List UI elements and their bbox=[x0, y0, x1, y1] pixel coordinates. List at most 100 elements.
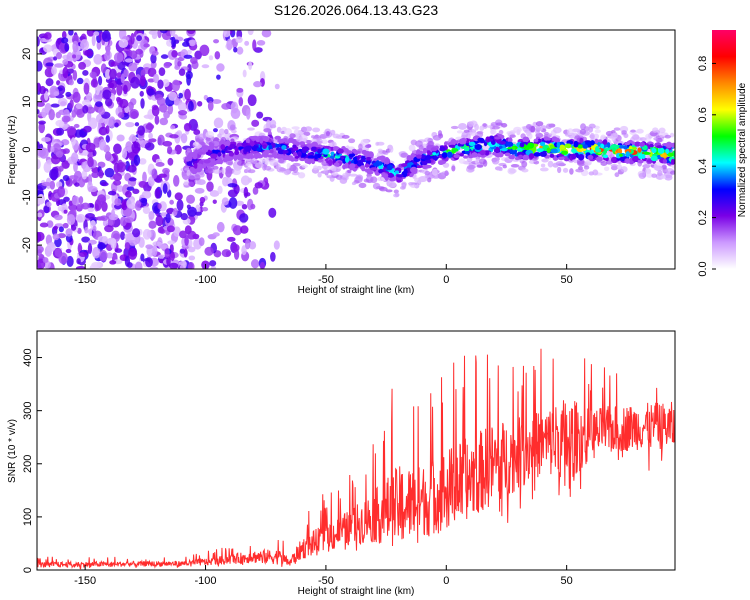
spectrogram-noise-blob bbox=[58, 165, 64, 172]
spectrogram-halo-blob bbox=[432, 134, 442, 141]
spectrogram-halo-blob bbox=[291, 171, 300, 176]
spectrogram-noise-blob bbox=[46, 220, 54, 228]
spectrogram-noise-blob bbox=[116, 96, 121, 102]
spectrogram-ridge-blob bbox=[643, 151, 651, 155]
spectrogram-noise-blob bbox=[93, 54, 103, 65]
spectrogram-ridge-blob bbox=[322, 148, 330, 155]
spectrogram-ridge-blob bbox=[344, 162, 349, 169]
spectrogram-halo-blob bbox=[254, 162, 264, 169]
spectrogram-noise-blob bbox=[74, 182, 80, 187]
spectrogram-noise-blob bbox=[71, 109, 77, 118]
spectrogram-noise-blob bbox=[126, 198, 136, 209]
spectrogram-noise-blob bbox=[135, 200, 142, 208]
spectrogram-ridge-blob bbox=[193, 162, 198, 169]
spectrogram-halo-blob bbox=[230, 129, 237, 134]
spectrogram-ridge-blob bbox=[384, 158, 390, 165]
spectrogram-noise-blob bbox=[147, 78, 155, 83]
spectrogram-noise-blob bbox=[143, 43, 150, 48]
spectrogram-noise-blob bbox=[129, 109, 139, 120]
spectrogram-noise-blob bbox=[168, 91, 178, 101]
spectrogram-noise-blob bbox=[128, 62, 138, 72]
spectrogram-noise-blob bbox=[149, 266, 159, 269]
spectrogram-ridge-blob bbox=[657, 147, 665, 154]
spectrogram-halo-blob bbox=[513, 126, 522, 133]
spectrogram-noise-blob bbox=[46, 201, 52, 207]
spectrogram-ridge-blob bbox=[282, 150, 289, 154]
spectrogram-halo-blob bbox=[575, 168, 584, 173]
spectrogram-halo-blob bbox=[547, 133, 553, 138]
colorbar-gradient bbox=[712, 30, 736, 269]
spectrogram-noise-blob bbox=[145, 244, 154, 250]
spectrogram-halo-blob bbox=[317, 171, 322, 178]
snr-y-tick-label: 100 bbox=[22, 508, 34, 526]
spectrogram-noise-blob bbox=[124, 233, 134, 241]
spectrogram-ridge-blob bbox=[439, 160, 446, 165]
spectrogram-ridge-blob bbox=[292, 144, 297, 149]
spectrogram-ridge-blob bbox=[522, 136, 530, 143]
spectrogram-halo-blob bbox=[571, 132, 578, 136]
spectrogram-ridge-blob bbox=[571, 148, 577, 154]
spectrogram-noise-blob bbox=[241, 245, 247, 256]
spectrogram-ridge-blob bbox=[348, 163, 356, 169]
spectrogram-noise-blob bbox=[235, 36, 243, 44]
spectrogram-noise-blob bbox=[247, 30, 254, 36]
spectrogram-ridge-blob bbox=[281, 145, 287, 150]
spectrogram-ridge-blob bbox=[259, 137, 264, 144]
spectrogram-noise-blob bbox=[91, 34, 96, 47]
spectrogram-ridge-blob bbox=[421, 161, 428, 166]
spectrogram-noise-blob bbox=[129, 50, 138, 60]
spectrogram-noise-blob bbox=[182, 41, 190, 47]
spectrogram-halo-blob bbox=[296, 137, 303, 141]
spectrogram-halo-blob bbox=[276, 126, 282, 133]
spectrogram-halo-blob bbox=[610, 164, 618, 168]
spectrogram-noise-blob bbox=[114, 122, 119, 128]
spectrogram-halo-blob bbox=[600, 134, 606, 140]
spectrogram-noise-blob bbox=[158, 244, 168, 250]
snr-y-tick-label: 400 bbox=[22, 348, 34, 366]
figure-title: S126.2026.064.13.43.G23 bbox=[274, 2, 438, 18]
snr-x-tick-label: 50 bbox=[561, 575, 573, 587]
spectrogram-noise-blob bbox=[61, 30, 67, 40]
spectrogram-noise-blob bbox=[109, 68, 117, 80]
spectrogram-noise-blob bbox=[199, 44, 210, 57]
spectrogram-noise-blob bbox=[43, 205, 50, 214]
spectrogram-noise-blob bbox=[253, 47, 263, 53]
spectrogram-halo-blob bbox=[653, 137, 658, 141]
snr-x-ticks: -150 -100 -50 0 50 bbox=[74, 565, 573, 587]
spectrogram-noise-blob bbox=[194, 187, 205, 194]
spectrogram-noise-blob bbox=[186, 73, 192, 86]
spectrogram-halo-blob bbox=[198, 133, 205, 140]
spectrogram-halo-blob bbox=[263, 128, 272, 133]
spectrogram-halo-blob bbox=[651, 173, 657, 178]
spectrogram-ridge-blob bbox=[217, 152, 222, 157]
spectrogram-noise-blob bbox=[212, 128, 218, 133]
spectrogram-noise-blob bbox=[134, 261, 143, 269]
spectrogram-noise-blob bbox=[116, 134, 125, 142]
spectrogram-noise-blob bbox=[221, 102, 231, 110]
spectrogram-noise-blob bbox=[169, 199, 174, 205]
spectrogram-noise-blob bbox=[50, 146, 55, 153]
spectrogram-ridge-blob bbox=[274, 135, 282, 140]
spectrogram-noise-blob bbox=[236, 87, 244, 93]
spectrogram-noise-blob bbox=[63, 209, 68, 214]
spectrogram-ridge-blob bbox=[192, 152, 198, 160]
spectrogram-ridge-blob bbox=[432, 156, 440, 160]
spectrogram-halo-blob bbox=[669, 132, 675, 138]
spectrogram-ridge-blob bbox=[463, 155, 468, 159]
spectrogram-halo-blob bbox=[619, 125, 629, 133]
spectrogram-noise-blob bbox=[128, 247, 138, 260]
spectrogram-ridge-blob bbox=[488, 138, 493, 142]
spectrogram-noise-blob bbox=[68, 30, 74, 36]
spectrogram-noise-blob bbox=[104, 167, 115, 178]
spectrogram-noise-blob bbox=[176, 199, 184, 211]
spectrogram-noise-blob bbox=[54, 248, 62, 258]
spectrogram-ridge-blob bbox=[446, 151, 453, 158]
spectrogram-noise-blob bbox=[64, 42, 70, 52]
spectrogram-noise-blob bbox=[140, 98, 145, 109]
spectrogram-ridge-blob bbox=[602, 139, 608, 146]
spectrogram-noise-blob bbox=[37, 212, 43, 218]
spectrogram-noise-blob bbox=[37, 101, 45, 107]
snr-x-tick-label: 0 bbox=[443, 575, 449, 587]
spectrogram-x-tick-label: -150 bbox=[74, 274, 96, 286]
spectrogram-noise-blob bbox=[92, 246, 101, 259]
